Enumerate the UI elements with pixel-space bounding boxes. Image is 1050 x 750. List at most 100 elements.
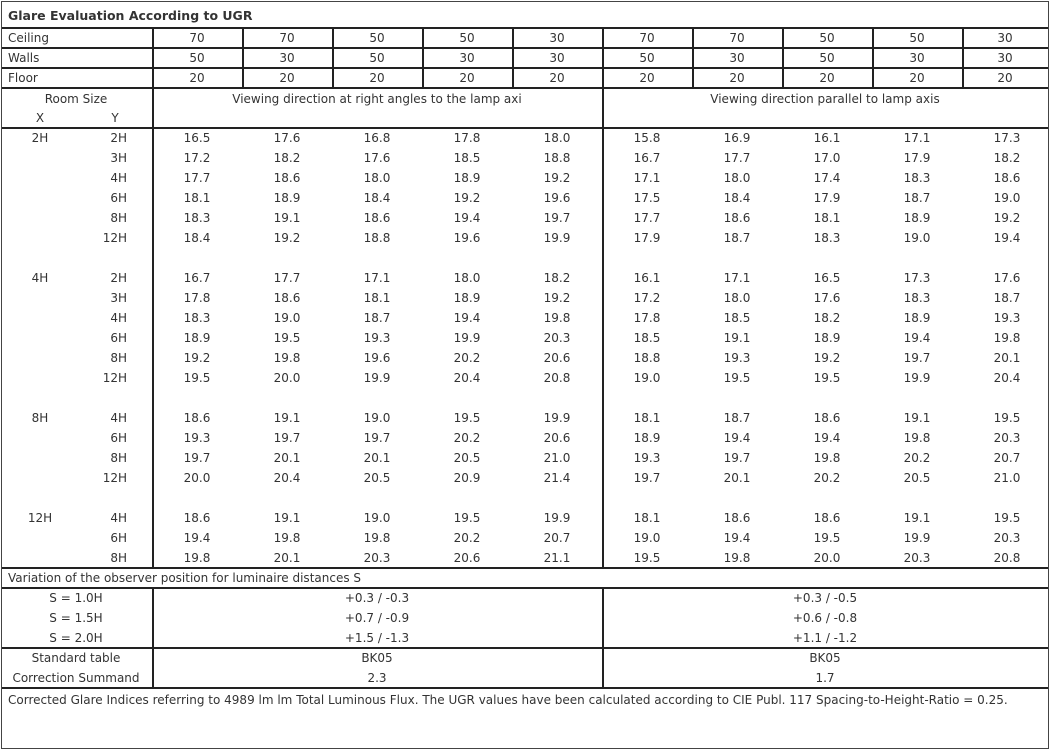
- standard-table-perpendicular: BK05: [361, 651, 393, 665]
- ugr-value-perpendicular: 19.6: [543, 191, 571, 205]
- ugr-value-parallel: 16.1: [813, 131, 841, 145]
- ugr-value-parallel: 19.0: [633, 531, 661, 545]
- divider: [2, 647, 1048, 649]
- ugr-value-perpendicular: 16.7: [183, 271, 211, 285]
- divider: [2, 67, 1048, 69]
- variation-perpendicular: +0.7 / -0.9: [344, 611, 410, 625]
- ugr-value-perpendicular: 19.4: [183, 531, 211, 545]
- ugr-value-parallel: 18.1: [633, 511, 661, 525]
- ugr-value-parallel: 18.5: [723, 311, 751, 325]
- ugr-value-parallel: 17.2: [633, 291, 661, 305]
- ugr-value-perpendicular: 19.0: [273, 311, 301, 325]
- variation-perpendicular: +0.3 / -0.3: [344, 591, 410, 605]
- divider: [2, 567, 1048, 569]
- ugr-value-parallel: 18.9: [633, 431, 661, 445]
- ugr-value-perpendicular: 18.5: [453, 151, 481, 165]
- ugr-value-parallel: 19.5: [813, 371, 841, 385]
- floor-value: 20: [819, 71, 835, 85]
- room-y: 12H: [102, 471, 127, 485]
- ugr-value-parallel: 17.7: [633, 211, 661, 225]
- walls-value: 50: [189, 51, 205, 65]
- ugr-value-perpendicular: 19.3: [363, 331, 391, 345]
- ugr-value-perpendicular: 20.2: [453, 351, 481, 365]
- variation-perpendicular: +1.5 / -1.3: [344, 631, 410, 645]
- ugr-value-perpendicular: 19.7: [273, 431, 301, 445]
- ugr-value-parallel: 18.7: [723, 231, 751, 245]
- ceiling-value: 70: [189, 31, 205, 45]
- ceiling-value: 70: [729, 31, 745, 45]
- ugr-value-perpendicular: 19.2: [543, 291, 571, 305]
- ceiling-value: 50: [909, 31, 925, 45]
- floor-value: 20: [729, 71, 745, 85]
- ceiling-value: 70: [639, 31, 655, 45]
- column-divider: [152, 28, 154, 88]
- ugr-value-parallel: 19.9: [903, 371, 931, 385]
- ugr-value-perpendicular: 21.0: [543, 451, 571, 465]
- column-divider: [332, 28, 334, 88]
- ugr-value-parallel: 17.9: [633, 231, 661, 245]
- ceiling-value: 50: [819, 31, 835, 45]
- ugr-value-perpendicular: 19.9: [543, 511, 571, 525]
- ceiling-value: 70: [279, 31, 295, 45]
- column-divider: [962, 28, 964, 88]
- walls-value: 30: [459, 51, 475, 65]
- room-y: 6H: [110, 191, 127, 205]
- ugr-value-perpendicular: 18.1: [363, 291, 391, 305]
- ugr-value-parallel: 20.3: [993, 431, 1021, 445]
- ugr-value-parallel: 19.1: [723, 331, 751, 345]
- room-y: 4H: [110, 311, 127, 325]
- ugr-value-parallel: 17.3: [993, 131, 1021, 145]
- floor-label: Floor: [8, 71, 38, 85]
- ceiling-value: 30: [549, 31, 565, 45]
- ugr-value-perpendicular: 19.0: [363, 511, 391, 525]
- ugr-value-perpendicular: 19.2: [183, 351, 211, 365]
- y-label: Y: [111, 111, 119, 125]
- standard-table-parallel: BK05: [809, 651, 841, 665]
- walls-value: 30: [549, 51, 565, 65]
- room-y: 8H: [110, 551, 127, 565]
- ugr-value-parallel: 17.8: [633, 311, 661, 325]
- room-y: 3H: [110, 151, 127, 165]
- walls-value: 50: [819, 51, 835, 65]
- standard-table-label: Standard table: [31, 651, 121, 665]
- ugr-value-perpendicular: 20.6: [453, 551, 481, 565]
- ugr-value-perpendicular: 19.6: [363, 351, 391, 365]
- ugr-value-perpendicular: 19.5: [453, 511, 481, 525]
- ugr-value-parallel: 19.7: [903, 351, 931, 365]
- room-x: 8H: [31, 411, 49, 425]
- room-y: 8H: [110, 451, 127, 465]
- ugr-value-perpendicular: 20.0: [183, 471, 211, 485]
- ugr-value-perpendicular: 19.9: [453, 331, 481, 345]
- ugr-value-parallel: 20.2: [903, 451, 931, 465]
- divider: [2, 587, 1048, 589]
- ugr-value-perpendicular: 18.9: [453, 291, 481, 305]
- ugr-value-parallel: 20.4: [993, 371, 1021, 385]
- room-y: 3H: [110, 291, 127, 305]
- ugr-value-perpendicular: 20.6: [543, 431, 571, 445]
- ugr-value-parallel: 19.4: [993, 231, 1021, 245]
- ugr-value-perpendicular: 18.9: [183, 331, 211, 345]
- ugr-value-perpendicular: 20.9: [453, 471, 481, 485]
- ugr-value-perpendicular: 19.8: [363, 531, 391, 545]
- walls-value: 50: [369, 51, 385, 65]
- ugr-value-parallel: 19.9: [903, 531, 931, 545]
- ugr-value-parallel: 17.9: [903, 151, 931, 165]
- ugr-value-perpendicular: 18.4: [363, 191, 391, 205]
- ugr-value-perpendicular: 18.3: [183, 311, 211, 325]
- ugr-value-parallel: 19.3: [723, 351, 751, 365]
- ugr-value-parallel: 19.7: [723, 451, 751, 465]
- ugr-value-parallel: 20.0: [813, 551, 841, 565]
- walls-value: 30: [279, 51, 295, 65]
- ugr-value-parallel: 19.7: [633, 471, 661, 485]
- variation-parallel: +0.6 / -0.8: [792, 611, 858, 625]
- ugr-value-parallel: 19.8: [723, 551, 751, 565]
- column-divider: [512, 28, 514, 88]
- ugr-value-perpendicular: 18.1: [183, 191, 211, 205]
- ugr-value-parallel: 18.3: [813, 231, 841, 245]
- floor-value: 20: [909, 71, 925, 85]
- correction-summand-parallel: 1.7: [815, 671, 835, 685]
- ugr-value-perpendicular: 19.1: [273, 211, 301, 225]
- ugr-value-perpendicular: 19.3: [183, 431, 211, 445]
- ugr-value-parallel: 19.0: [903, 231, 931, 245]
